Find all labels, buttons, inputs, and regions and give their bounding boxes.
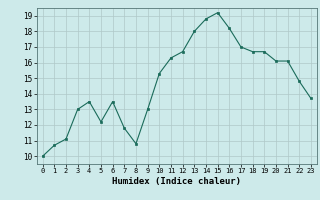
X-axis label: Humidex (Indice chaleur): Humidex (Indice chaleur): [112, 177, 241, 186]
